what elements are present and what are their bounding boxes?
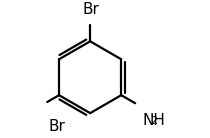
Text: 2: 2 [150,116,157,126]
Text: Br: Br [48,119,65,134]
Text: Br: Br [82,2,99,17]
Text: NH: NH [142,112,165,128]
